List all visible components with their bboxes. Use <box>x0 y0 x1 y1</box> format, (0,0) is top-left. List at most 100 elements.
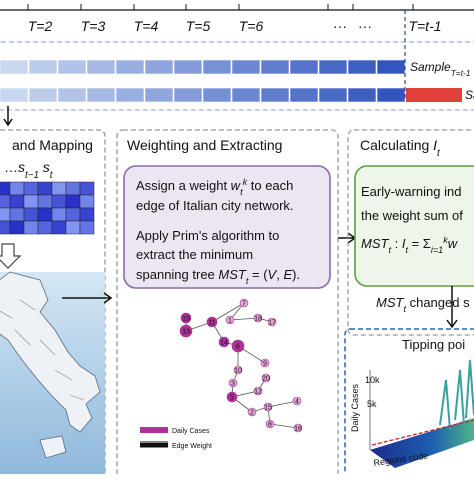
indicator-text: Early-warning ind the weight sum of MST t :… <box>361 184 463 255</box>
text-run: E <box>283 267 292 282</box>
text-run: k <box>443 235 448 245</box>
node <box>180 312 192 324</box>
method-line: edge of Italian city network. <box>136 198 294 213</box>
heat-cell <box>9 220 25 235</box>
time-label: T=3 <box>81 18 106 34</box>
heat-cell <box>51 207 67 222</box>
text-run: k <box>243 177 248 187</box>
edge <box>269 423 299 429</box>
node <box>231 339 245 353</box>
text-run: t <box>403 304 406 314</box>
italy-map <box>0 271 101 433</box>
region-borders <box>0 299 85 401</box>
heat-cell <box>0 207 11 222</box>
text-run: t <box>246 276 249 286</box>
text-run: Assign a weight <box>136 178 231 193</box>
heat-cell <box>37 207 53 222</box>
text-run: I <box>402 236 406 251</box>
surface <box>370 418 474 468</box>
heat-cell <box>79 207 95 222</box>
panel-frame <box>347 129 474 336</box>
heat-cell <box>51 181 67 196</box>
heat-cell <box>9 181 25 196</box>
node <box>206 316 218 328</box>
text-run: extract the minimum <box>136 247 253 262</box>
series-label: …st−1 st <box>4 159 54 181</box>
text-run: MST <box>361 236 390 251</box>
text-run: t <box>405 245 408 255</box>
segment <box>347 59 377 75</box>
segment <box>318 59 348 75</box>
text-run: Early-warning ind <box>361 184 461 199</box>
legend-label: Edge Weight <box>172 443 212 450</box>
sicily <box>39 435 67 459</box>
indicator-box <box>354 165 474 287</box>
text-run: w <box>448 236 459 251</box>
node-label: 16 <box>294 426 302 433</box>
arrow <box>62 292 113 304</box>
text-run: the weight sum of <box>361 208 463 223</box>
heat-cell <box>65 207 81 222</box>
text-run: Sa <box>465 88 474 102</box>
heat-cell <box>51 194 67 209</box>
heat-cell <box>65 194 81 209</box>
heat-cell <box>0 220 11 235</box>
panel-frame <box>0 129 106 479</box>
node <box>225 315 235 325</box>
legend-swatch <box>140 427 168 433</box>
heat-cell <box>79 194 95 209</box>
node-label: 15 <box>264 405 272 412</box>
text-run: t <box>50 170 54 181</box>
heat-cell <box>37 194 53 209</box>
change-label: MSTt changed s <box>376 295 470 314</box>
segment <box>0 87 29 103</box>
text-run: : <box>391 236 402 251</box>
text-run: edge of Italian city network. <box>136 198 294 213</box>
text-run: s <box>39 159 50 175</box>
y-tick-label: 10k <box>365 375 380 385</box>
node-label: 5 <box>230 395 234 402</box>
panel-title: Weighting and Extracting <box>127 137 282 153</box>
text-run: = Σ <box>408 236 431 251</box>
y-label: Daily Cases <box>350 383 360 432</box>
method-line: Apply Prim's algorithm to <box>136 228 279 243</box>
legend-label: Daily Cases <box>172 428 210 435</box>
node <box>267 317 277 327</box>
node <box>263 402 273 412</box>
panel-frame <box>116 129 339 479</box>
node-label: 17 <box>268 320 276 327</box>
text-run: T=t-1 <box>451 68 471 78</box>
text-run: Apply Prim's algorithm to <box>136 228 279 243</box>
indicator-line: MSTt : It = Σi=1kw <box>361 235 459 255</box>
time-label: T=t-1 <box>408 18 441 34</box>
heat-cell <box>65 220 81 235</box>
node-label: 6 <box>236 344 240 351</box>
node <box>253 386 263 396</box>
sample-label: SampleT=t-1 <box>410 60 470 78</box>
text-run: Calculating <box>360 137 433 153</box>
indicator-line: Early-warning ind <box>361 184 461 199</box>
text-run: ). <box>292 267 300 282</box>
heat-cell <box>37 220 53 235</box>
heat-cell <box>23 207 39 222</box>
node-label: 8 <box>268 422 272 429</box>
heat-cell <box>0 194 11 209</box>
time-label: ··· <box>358 18 372 34</box>
segment-new <box>406 88 462 102</box>
segment <box>0 59 29 75</box>
node <box>265 419 275 429</box>
timeline: T=2 T=3 T=4 T=5 T=6 ··· ··· T=t-1 <box>27 4 442 34</box>
segment <box>260 87 290 103</box>
edge <box>229 317 259 321</box>
node-label: 10 <box>234 368 242 375</box>
node-label: 4 <box>295 399 299 406</box>
sample-label: Sa <box>465 88 474 102</box>
text-run: t <box>437 148 441 159</box>
heat-cell <box>23 194 39 209</box>
peaks <box>439 359 474 431</box>
text-run: … <box>4 159 18 175</box>
panel-title: and Mapping <box>12 137 93 153</box>
node <box>226 391 238 403</box>
text-run: , <box>276 267 283 282</box>
